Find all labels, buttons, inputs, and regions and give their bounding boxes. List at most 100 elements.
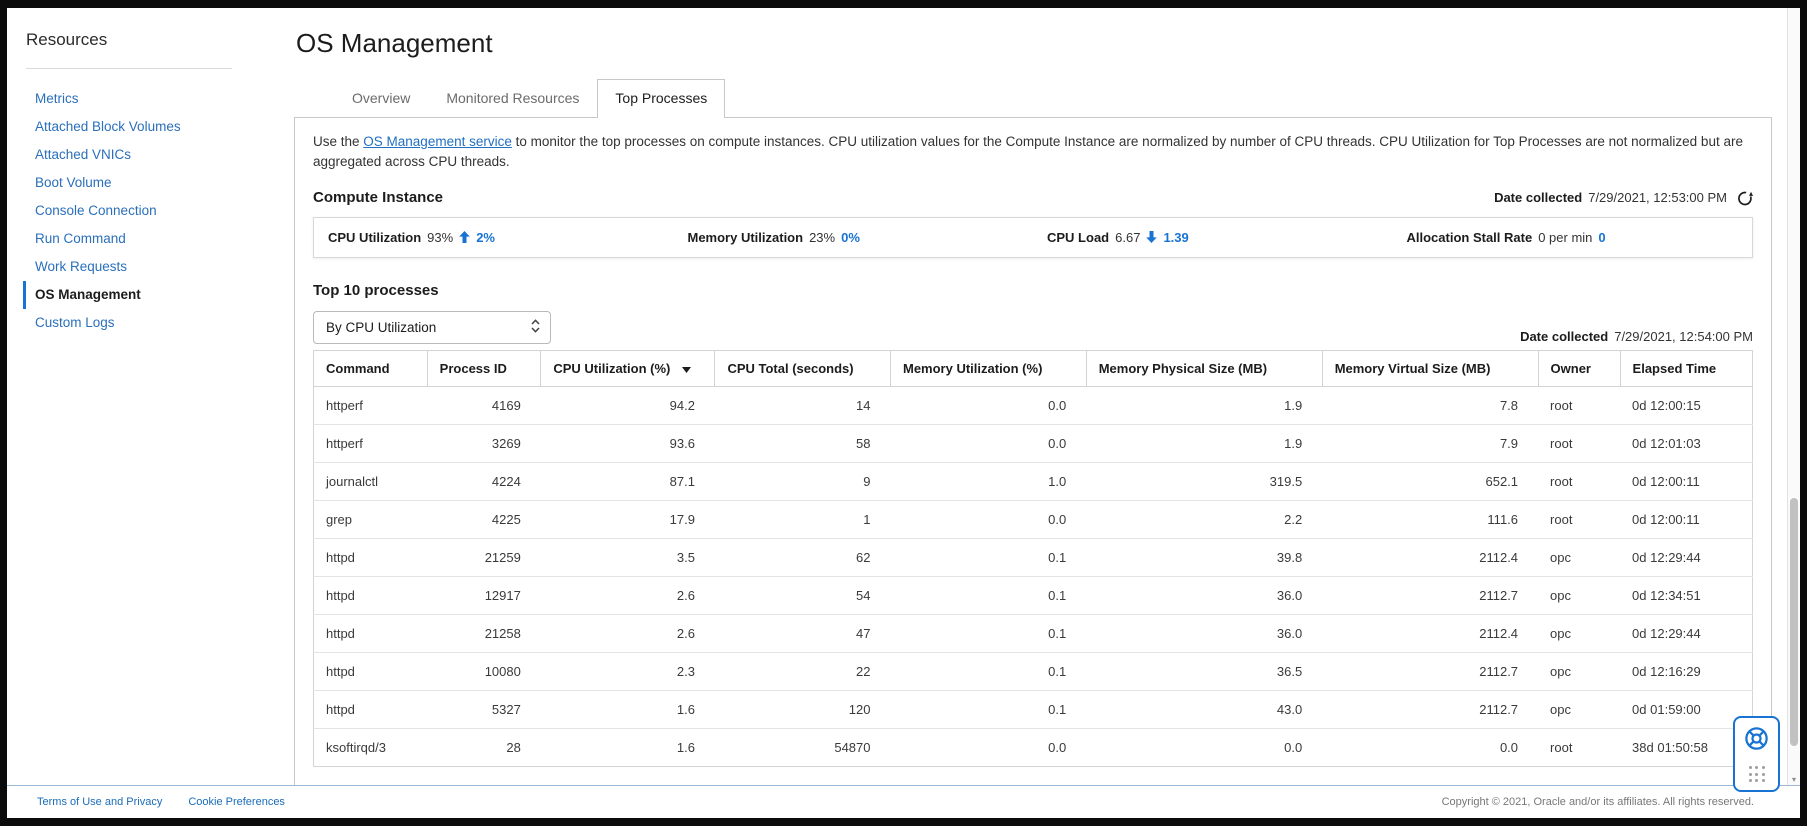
table-cell: 12917 (427, 576, 541, 615)
sort-desc-icon (682, 361, 692, 376)
table-cell: 0.0 (890, 424, 1087, 463)
top-processes-panel: Use the OS Management service to monitor… (294, 117, 1772, 786)
footer-link-cookie-preferences[interactable]: Cookie Preferences (188, 796, 285, 808)
table-cell: 0.1 (890, 538, 1087, 577)
sidebar-item-metrics[interactable]: Metrics (35, 91, 79, 106)
table-cell: 2112.7 (1322, 652, 1539, 691)
description-suffix: to monitor the top processes on compute … (313, 134, 1743, 170)
table-cell: 54870 (714, 728, 891, 766)
table-cell: grep (313, 500, 428, 539)
table-cell: 39.8 (1086, 538, 1323, 577)
table-cell: 2112.4 (1322, 538, 1539, 577)
stat-label: Allocation Stall Rate (1406, 229, 1533, 245)
table-cell: root (1538, 500, 1621, 539)
sidebar-item-work-requests[interactable]: Work Requests (35, 259, 128, 274)
column-header-memory-utilization[interactable]: Memory Utilization (%) (890, 350, 1087, 387)
tab-top-processes[interactable]: Top Processes (597, 79, 726, 118)
table-cell: httpd (313, 576, 428, 615)
table-cell: 0d 12:00:11 (1620, 462, 1753, 501)
panel-description: Use the OS Management service to monitor… (313, 132, 1753, 173)
footer: Terms of Use and Privacy Cookie Preferenc… (7, 785, 1800, 818)
table-cell: 0.1 (890, 576, 1087, 615)
scrollbar-thumb[interactable] (1790, 497, 1798, 747)
date-collected-instance: Date collected 7/29/2021, 12:53:00 PM (1494, 190, 1753, 206)
table-header-row: Command Process ID CPU Utilization (%) CPU … (313, 350, 1753, 387)
table-cell: 1.6 (540, 690, 715, 729)
table-cell: 10080 (427, 652, 541, 691)
column-label: Owner (1550, 360, 1591, 376)
stat-memory-utilization: Memory Utilization 23% 0% (674, 230, 1034, 245)
console-page: Resources Metrics Attached Block Volumes A… (7, 8, 1800, 818)
table-cell: httpd (313, 614, 428, 653)
table-cell: root (1538, 424, 1621, 463)
table-cell: 2.2 (1086, 500, 1323, 539)
sidebar-item-attached-block-volumes[interactable]: Attached Block Volumes (35, 119, 181, 134)
column-label: Memory Virtual Size (MB) (1334, 360, 1491, 376)
table-row: grep 4225 17.9 1 0.0 2.2 111.6 root 0d 12:00:11 (313, 500, 1753, 539)
column-header-cpu-utilization[interactable]: CPU Utilization (%) (540, 350, 716, 387)
table-cell: 0d 12:34:51 (1620, 576, 1753, 615)
column-header-process-id[interactable]: Process ID (427, 350, 542, 387)
table-cell: 120 (714, 690, 891, 729)
table-cell: ksoftirqd/3 (313, 728, 428, 766)
page-title: OS Management (296, 28, 493, 58)
table-cell: 319.5 (1086, 462, 1323, 501)
table-cell: 4224 (427, 462, 541, 501)
table-cell: 94.2 (540, 386, 715, 425)
column-label: Memory Utilization (%) (903, 360, 1043, 376)
table-cell: 0d 12:01:03 (1620, 424, 1753, 463)
table-cell: 0d 12:29:44 (1620, 614, 1753, 653)
table-cell: 28 (427, 728, 541, 766)
column-header-cpu-total-seconds[interactable]: CPU Total (seconds) (714, 350, 891, 387)
stat-delta: 0% (841, 229, 860, 245)
table-cell: opc (1538, 538, 1621, 577)
table-cell: 7.8 (1322, 386, 1539, 425)
date-collected-label: Date collected (1494, 190, 1583, 205)
column-label: Elapsed Time (1632, 360, 1717, 376)
dots-grid-icon[interactable] (1748, 766, 1765, 782)
table-cell: 0d 12:00:15 (1620, 386, 1753, 425)
table-cell: opc (1538, 690, 1621, 729)
table-cell: 0.0 (890, 386, 1087, 425)
tab-monitored-resources[interactable]: Monitored Resources (446, 90, 580, 106)
compute-instance-stats-bar: CPU Utilization 93% 2% Memory Utilization 23… (313, 216, 1753, 258)
vertical-scrollbar[interactable]: ▾ (1787, 8, 1800, 785)
sidebar-item-os-management[interactable]: OS Management (23, 281, 269, 309)
table-row: httpd 12917 2.6 54 0.1 36.0 2112.7 opc 0d 12:34:… (313, 576, 1753, 615)
stat-delta: 0 (1598, 229, 1606, 245)
scrollbar-down-arrow-icon[interactable]: ▾ (1791, 775, 1796, 784)
sidebar-item-custom-logs[interactable]: Custom Logs (35, 315, 115, 330)
sidebar-item-run-command[interactable]: Run Command (35, 231, 126, 246)
stat-value: 6.67 (1115, 229, 1141, 245)
table-cell: 54 (714, 576, 891, 615)
table-cell: 0.1 (890, 614, 1087, 653)
stat-allocation-stall-rate: Allocation Stall Rate 0 per min 0 (1393, 230, 1753, 245)
sort-by-select[interactable]: By CPU Utilization (313, 310, 551, 344)
tab-overview[interactable]: Overview (352, 90, 411, 106)
column-header-owner[interactable]: Owner (1538, 350, 1621, 387)
main-content: OS Management Overview Monitored Resource… (285, 8, 1787, 786)
sidebar-item-console-connection[interactable]: Console Connection (35, 203, 157, 218)
stat-cpu-utilization: CPU Utilization 93% 2% (314, 230, 674, 245)
top-processes-heading: Top 10 processes (313, 281, 439, 299)
table-cell: 7.9 (1322, 424, 1539, 463)
help-widget[interactable] (1733, 716, 1780, 792)
column-label: Process ID (439, 360, 507, 376)
footer-link-terms-of-use-and-privacy[interactable]: Terms of Use and Privacy (37, 796, 163, 808)
table-cell: httpd (313, 652, 428, 691)
column-header-memory-physical-size-mb[interactable]: Memory Physical Size (MB) (1086, 350, 1323, 387)
sidebar-item-attached-vnics[interactable]: Attached VNICs (35, 147, 132, 162)
sidebar-item-boot-volume[interactable]: Boot Volume (35, 175, 112, 190)
os-management-service-link[interactable]: OS Management service (363, 134, 512, 149)
copyright-text: Copyright © 2021, Oracle and/or its affi… (1441, 796, 1754, 808)
column-header-command[interactable]: Command (313, 350, 428, 387)
date-collected-processes: Date collected 7/29/2021, 12:54:00 PM (1520, 329, 1753, 344)
stat-delta: 1.39 (1163, 229, 1189, 245)
column-header-elapsed-time[interactable]: Elapsed Time (1620, 350, 1753, 387)
table-cell: httperf (313, 424, 428, 463)
column-header-memory-virtual-size-mb[interactable]: Memory Virtual Size (MB) (1322, 350, 1539, 387)
table-cell: journalctl (313, 462, 428, 501)
date-collected-label: Date collected (1520, 328, 1609, 344)
refresh-icon[interactable] (1737, 190, 1753, 206)
description-prefix: Use the (313, 134, 364, 149)
